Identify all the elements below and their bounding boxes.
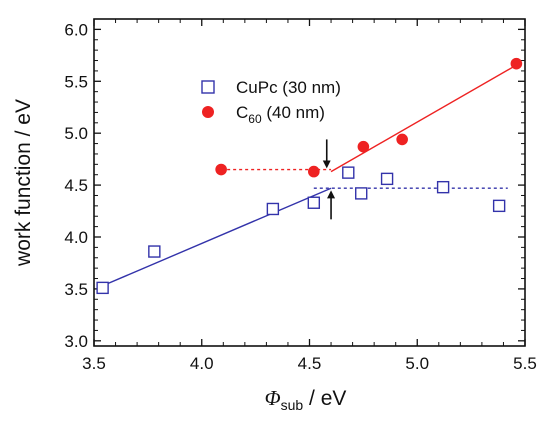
y-tick-label-4: 5.0 [64, 124, 88, 143]
c60-point-3 [396, 133, 408, 146]
y-tick-label-0: 3.0 [64, 332, 88, 351]
x-tick-label-2: 4.5 [298, 354, 322, 373]
x-tick-label-4: 5.5 [513, 354, 537, 373]
c60-point-2 [357, 140, 370, 153]
cupc-point-0 [96, 281, 109, 295]
c60-point-4 [510, 57, 523, 70]
legend-cupc-marker [201, 80, 215, 94]
cupc-point-7 [436, 180, 450, 194]
c60-point-1 [308, 165, 320, 178]
legend-c60-marker [202, 106, 214, 118]
legend: CuPc (30 nm) C60 (40 nm) [201, 78, 341, 126]
cupc-point-3 [307, 196, 321, 209]
cupc-point-1 [148, 245, 161, 258]
cupc-point-5 [355, 187, 368, 200]
cupc-fit-line [102, 187, 332, 287]
y-tick-label-6: 6.0 [64, 20, 88, 39]
y-tick-label-5: 5.5 [64, 72, 88, 91]
legend-cupc-label: CuPc (30 nm) [236, 78, 341, 97]
cupc-point-6 [380, 172, 394, 186]
cupc-point-8 [492, 199, 506, 213]
y-tick-label-3: 4.5 [64, 176, 88, 195]
cupc-point-2 [266, 202, 280, 216]
y-tick-label-1: 3.5 [64, 280, 88, 299]
plot-frame [93, 18, 526, 347]
x-tick-label-3: 5.0 [405, 354, 429, 373]
x-axis-title: Φsub / eV [265, 386, 347, 413]
x-tick-label-0: 3.5 [82, 354, 106, 373]
y-axis-title: work function / eV [12, 99, 35, 267]
c60-point-0 [215, 163, 227, 176]
x-tick-label-1: 4.0 [190, 354, 214, 373]
legend-c60-label: C60 (40 nm) [236, 103, 325, 126]
cupc-point-4 [342, 166, 355, 179]
y-tick-label-2: 4.0 [64, 228, 88, 247]
c60-fit-line [330, 61, 522, 173]
